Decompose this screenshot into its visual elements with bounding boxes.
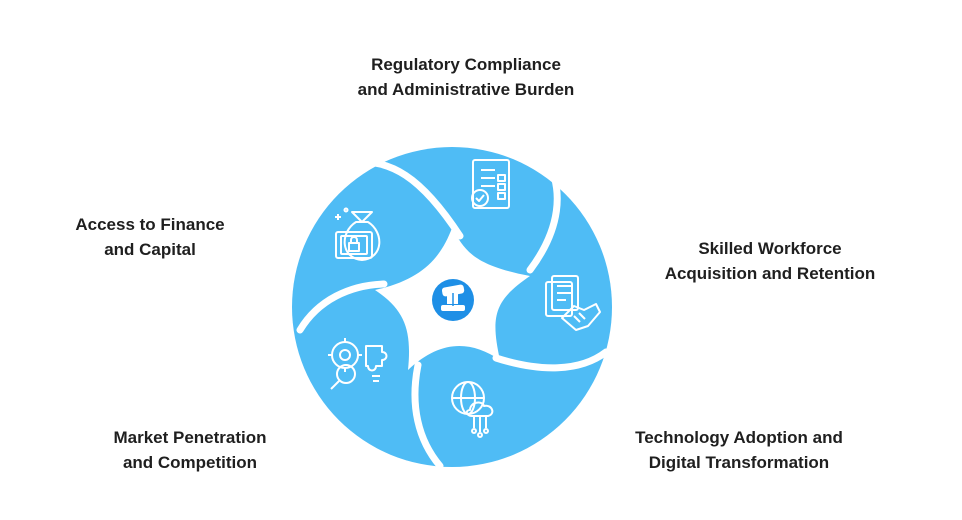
gavel-icon (432, 279, 474, 321)
label-line: and Competition (122, 453, 258, 472)
label-line: Market Penetration (113, 428, 267, 447)
label-line: and Administrative Burden (357, 80, 575, 99)
label-technology-adoption: Technology Adoption and Digital Transfor… (604, 425, 874, 475)
gear-magnifier-puzzle-icon (328, 338, 388, 390)
label-line: and Capital (104, 240, 196, 259)
label-line: Technology Adoption and (635, 428, 843, 447)
money-bag-cash-icon (335, 207, 381, 261)
handshake-contract-icon (545, 275, 601, 331)
label-skilled-workforce: Skilled Workforce Acquisition and Retent… (640, 236, 900, 286)
label-access-to-finance: Access to Finance and Capital (40, 212, 260, 262)
divider-bottom (411, 361, 444, 470)
segment-dividers (296, 154, 610, 470)
divider-left (296, 280, 388, 334)
divider-top-left (351, 158, 464, 240)
label-line: Regulatory Compliance (371, 55, 561, 74)
divider-right (492, 348, 610, 372)
label-line: Skilled Workforce (698, 239, 842, 258)
label-line: Acquisition and Retention (664, 264, 876, 283)
globe-cloud-circuit-icon (451, 381, 494, 438)
checklist-document-icon (471, 159, 510, 209)
label-market-penetration: Market Penetration and Competition (80, 425, 300, 475)
divider-top-right (526, 154, 561, 274)
label-regulatory-compliance: Regulatory Compliance and Administrative… (316, 52, 616, 102)
label-line: Access to Finance (75, 215, 225, 234)
label-line: Digital Transformation (648, 453, 830, 472)
